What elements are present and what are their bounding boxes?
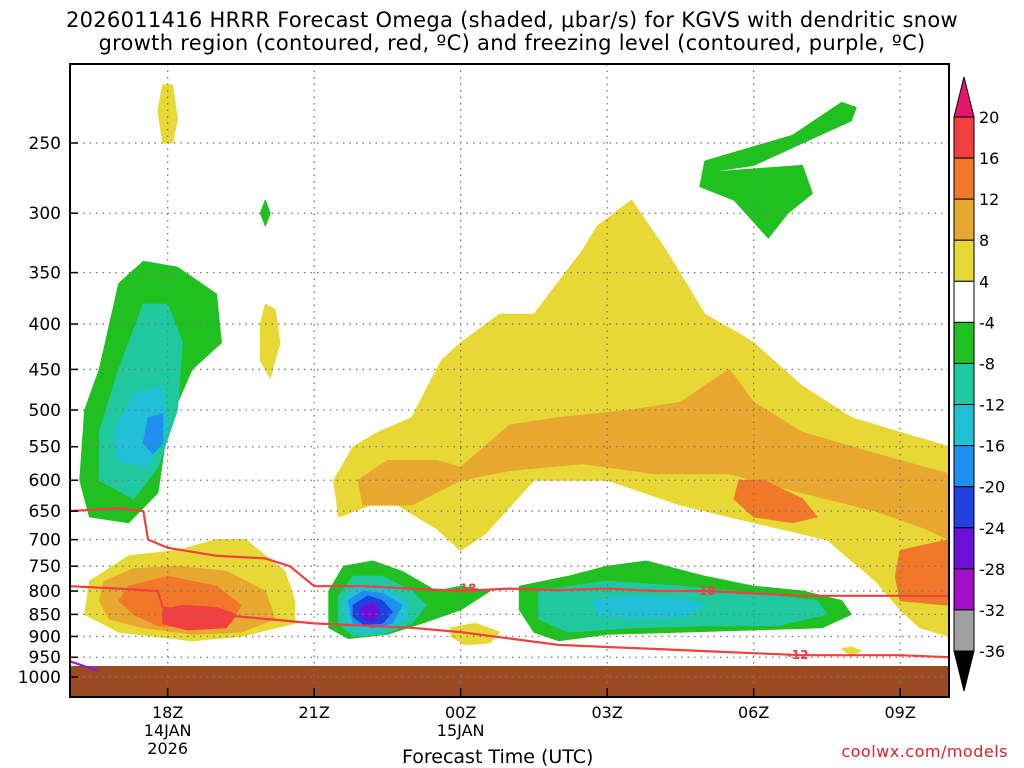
colorbar-label-1: 16 <box>979 149 999 168</box>
y-tick-label-1000: 1000 <box>18 668 61 688</box>
colorbar-swatch-9 <box>953 486 975 529</box>
colorbar-label-8: -16 <box>979 437 1005 456</box>
contour-label-2: -12 <box>787 648 809 662</box>
y-tick-label-850: 850 <box>29 605 61 625</box>
y-tick-label-500: 500 <box>29 401 61 421</box>
colorbar-label-10: -24 <box>979 519 1005 538</box>
contour-label-1: -18 <box>694 584 716 598</box>
y-tick-label-650: 650 <box>29 502 61 522</box>
colorbar: 20 16 12 8 4 -4 -8 -12 -16 -20 -24 -28 -32 -36 <box>953 76 1005 692</box>
omega-dark-orange-edge <box>894 539 949 606</box>
colorbar-swatch-5 <box>953 321 975 364</box>
y-tick-label-700: 700 <box>29 531 61 551</box>
y-tick-label-250: 250 <box>29 134 61 154</box>
colorbar-top-arrow <box>953 76 975 118</box>
omega-yellow-thin <box>259 303 281 379</box>
colorbar-swatch-7 <box>953 404 975 447</box>
contour-labels: -18 -18 -12 <box>455 582 809 663</box>
omega-green-upper-band <box>699 101 857 239</box>
colorbar-label-4: 4 <box>979 272 989 291</box>
grid <box>70 64 949 697</box>
omega-orange-main <box>357 368 949 541</box>
colorbar-label-2: 12 <box>979 190 999 209</box>
colorbar-swatch-4 <box>953 280 975 323</box>
x-date-label-14JAN: 14JAN <box>144 721 192 740</box>
colorbar-swatch-3 <box>953 239 975 282</box>
chart-title-line-1: 2026011416 HRRR Forecast Omega (shaded, … <box>65 8 959 32</box>
y-tick-label-750: 750 <box>29 557 61 577</box>
x-tick-label-03Z: 03Z <box>592 703 623 722</box>
x-date-label-15JAN: 15JAN <box>437 721 485 740</box>
colorbar-swatch-6 <box>953 362 975 406</box>
colorbar-swatch-2 <box>953 198 975 241</box>
colorbar-swatch-10 <box>953 527 975 570</box>
temperature-contours <box>70 506 949 673</box>
x-tick-label-00Z: 00Z <box>445 703 476 722</box>
x-tick-label-18Z: 18Z <box>152 703 183 722</box>
x-year-label-2026: 2026 <box>147 739 188 758</box>
colorbar-label-0: 20 <box>979 108 999 127</box>
dendritic-lower-contour <box>70 585 949 659</box>
omega-cyan-cell-b <box>592 595 706 620</box>
terrain-fill <box>70 666 949 697</box>
y-tick-label-800: 800 <box>29 582 61 602</box>
colorbar-label-13: -36 <box>979 642 1005 661</box>
freezing-level-contour <box>70 660 100 673</box>
x-tick-label-06Z: 06Z <box>738 703 769 722</box>
colorbar-swatch-0 <box>953 116 975 159</box>
y-axis: 2503003504004505005506006507007508008509… <box>18 134 78 688</box>
x-axis-title: Forecast Time (UTC) <box>402 746 594 768</box>
y-tick-label-550: 550 <box>29 438 61 458</box>
colorbar-label-12: -32 <box>979 601 1005 620</box>
colorbar-swatch-11 <box>953 568 975 611</box>
x-tick-label-09Z: 09Z <box>885 703 916 722</box>
y-tick-label-450: 450 <box>29 360 61 380</box>
y-tick-label-350: 350 <box>29 264 61 284</box>
colorbar-swatch-1 <box>953 157 975 200</box>
omega-purple-cell-a <box>360 602 381 622</box>
omega-dark-orange-right <box>733 479 818 524</box>
terrain <box>70 666 949 697</box>
omega-red-lower-left <box>162 604 237 631</box>
colorbar-swatch-12 <box>953 609 975 652</box>
omega-yellow-upper-blob <box>157 84 178 144</box>
colorbar-swatch-8 <box>953 445 975 488</box>
omega-blue-left <box>142 413 164 455</box>
y-tick-label-900: 900 <box>29 627 61 647</box>
y-tick-label-400: 400 <box>29 315 61 335</box>
y-tick-label-600: 600 <box>29 471 61 491</box>
x-tick-label-21Z: 21Z <box>299 703 330 722</box>
contour-label-0: -18 <box>455 582 477 596</box>
colorbar-label-6: -8 <box>979 354 995 373</box>
colorbar-label-3: 8 <box>979 231 989 250</box>
colorbar-label-9: -20 <box>979 478 1005 497</box>
colorbar-label-11: -28 <box>979 560 1005 579</box>
colorbar-label-7: -12 <box>979 396 1005 415</box>
omega-yellow-small-b <box>841 646 862 656</box>
chart-title-line-2: growth region (contoured, red, ºC) and f… <box>98 31 926 55</box>
y-tick-label-300: 300 <box>29 204 61 224</box>
colorbar-label-5: -4 <box>979 313 995 332</box>
y-tick-label-950: 950 <box>29 648 61 668</box>
credit-link[interactable]: coolwx.com/models <box>841 742 1008 761</box>
plot-frame <box>69 63 950 698</box>
colorbar-bottom-arrow <box>953 650 975 692</box>
dendritic-upper-contour <box>70 506 949 597</box>
omega-shading <box>79 84 949 656</box>
